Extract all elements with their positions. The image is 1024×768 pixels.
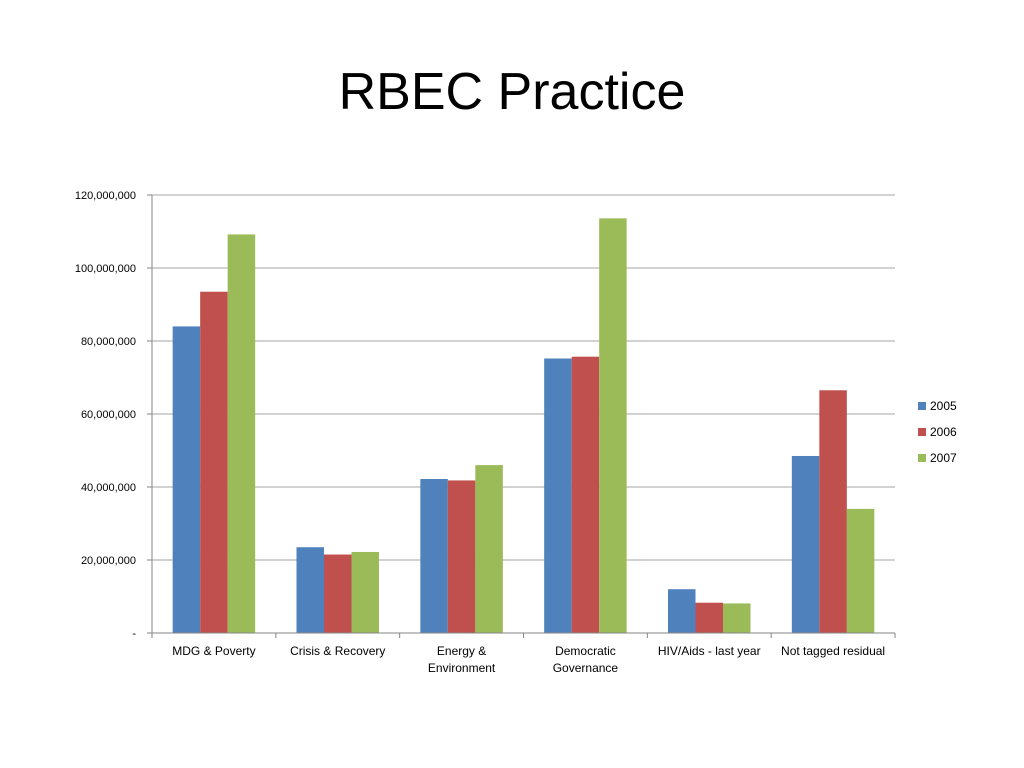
y-tick-label: 80,000,000 [81, 336, 136, 348]
bar-2005 [296, 547, 324, 633]
bar-2006 [447, 480, 476, 633]
bar-2006 [571, 356, 600, 633]
bar-2005 [791, 455, 820, 633]
legend: 2005 2006 2007 [918, 399, 957, 465]
bar-2005 [668, 589, 696, 633]
legend-label-2007: 2007 [930, 451, 957, 465]
bar-2007 [475, 465, 503, 633]
bar-2007 [846, 508, 875, 633]
slide-title: RBEC Practice [338, 63, 686, 121]
y-tick-label: - [132, 628, 136, 640]
bar-2006 [819, 390, 847, 633]
bars [172, 218, 875, 634]
axes [147, 194, 896, 638]
bar-2005 [420, 478, 448, 633]
bar-2007 [599, 218, 627, 634]
y-tick-label: 100,000,000 [75, 263, 136, 275]
tick-labels: - 20,000,000 40,000,000 60,000,000 80,000,00… [75, 190, 885, 675]
bar-2007 [227, 234, 256, 634]
bar-2005 [544, 358, 572, 633]
x-tick-label: Democratic Governance [553, 644, 619, 675]
bar-2006 [200, 291, 228, 633]
bar-2007 [351, 551, 379, 633]
y-tick-label: 20,000,000 [81, 555, 136, 567]
bar-2006 [324, 554, 352, 633]
x-tick-label: Energy & Environment [428, 644, 496, 675]
y-tick-label: 60,000,000 [81, 409, 136, 421]
y-tick-label: 120,000,000 [75, 190, 136, 202]
bar-2005 [172, 326, 201, 633]
bar-2006 [695, 602, 723, 633]
x-tick-label: HIV/Aids - last year [658, 644, 761, 658]
gridlines [152, 194, 895, 561]
x-tick-label: Not tagged residual [781, 644, 885, 658]
legend-swatch-2006 [918, 428, 926, 436]
x-tick-label: MDG & Poverty [172, 644, 255, 658]
legend-swatch-2007 [918, 454, 926, 462]
legend-label-2006: 2006 [930, 425, 957, 439]
x-tick-label: Crisis & Recovery [290, 644, 385, 658]
y-tick-label: 40,000,000 [81, 482, 136, 494]
legend-label-2005: 2005 [930, 399, 957, 413]
legend-swatch-2005 [918, 402, 926, 410]
bar-2007 [723, 603, 751, 633]
